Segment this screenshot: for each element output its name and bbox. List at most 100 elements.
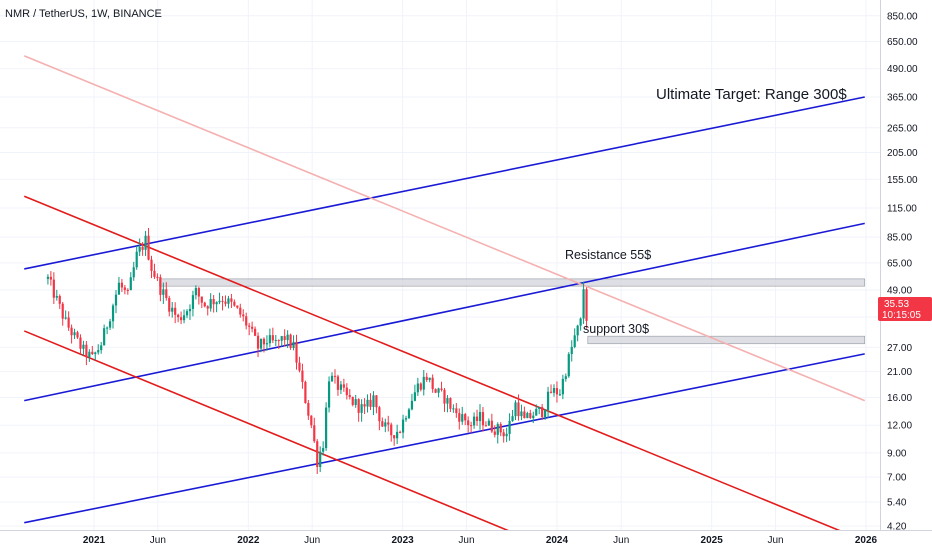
candle: [206, 305, 209, 316]
candle: [446, 395, 449, 413]
zone-layer: [159, 278, 866, 345]
candle: [162, 282, 165, 304]
candle: [526, 411, 529, 419]
price-tick-label: 115.00: [887, 203, 917, 214]
candle: [404, 415, 408, 422]
candle: [369, 393, 372, 411]
time-tick-label: 2022: [237, 535, 260, 546]
candle: [147, 227, 150, 261]
candle-layer: [46, 227, 588, 475]
candle: [327, 376, 331, 413]
candle: [496, 422, 499, 444]
candle: [171, 302, 174, 318]
candle: [330, 372, 334, 382]
price-tick-label: 4.20: [887, 522, 907, 533]
candle: [67, 311, 70, 331]
candle: [114, 290, 118, 314]
candle: [64, 310, 67, 320]
candle: [393, 434, 396, 446]
candle: [268, 328, 271, 348]
candle: [434, 388, 437, 394]
candle: [245, 312, 248, 330]
candle: [354, 394, 357, 408]
candle: [298, 356, 301, 373]
candle: [401, 414, 405, 439]
candle: [200, 296, 203, 309]
candle: [552, 384, 556, 397]
candle: [555, 381, 559, 403]
candle: [502, 429, 505, 443]
grid: [0, 0, 880, 530]
candle: [437, 387, 440, 398]
candle: [307, 400, 310, 420]
candle: [564, 373, 567, 382]
annotation-layer: Ultimate Target: Range 300$ Resistance 5…: [565, 86, 847, 336]
time-tick-label: 2025: [701, 535, 724, 546]
candle: [153, 263, 156, 279]
price-axis-background: [880, 0, 932, 550]
candle: [177, 313, 180, 323]
blue-channel-middle: [24, 222, 865, 402]
candle: [256, 332, 260, 358]
last-price-countdown: 10:15:05: [882, 310, 921, 321]
candle: [262, 337, 266, 353]
price-tick-label: 365.00: [887, 93, 918, 104]
candle: [523, 406, 526, 419]
candle: [342, 378, 345, 392]
candle: [209, 293, 212, 312]
candle: [280, 335, 283, 347]
candle: [579, 317, 582, 331]
candle: [138, 238, 141, 257]
candle: [117, 276, 121, 295]
candle: [419, 382, 422, 392]
candle: [295, 334, 298, 370]
candle: [135, 245, 138, 270]
price-tick-label: 9.00: [887, 448, 907, 459]
candle: [372, 391, 375, 416]
candle: [558, 389, 562, 396]
candle: [85, 341, 88, 366]
support-zone: [587, 335, 866, 345]
candle: [319, 446, 322, 473]
candle: [111, 303, 115, 329]
time-tick-label: 2024: [546, 535, 569, 546]
price-tick-label: 650.00: [887, 37, 918, 48]
candle: [546, 386, 550, 419]
candle: [322, 441, 325, 456]
candle: [277, 339, 280, 349]
price-tick-label: 65.00: [887, 258, 912, 269]
price-tick-label: 850.00: [887, 11, 918, 22]
candle: [538, 406, 541, 415]
annotation-ultimate-target: Ultimate Target: Range 300$: [656, 86, 847, 103]
candle: [212, 295, 215, 313]
candle: [301, 363, 304, 389]
candle: [141, 241, 144, 256]
candle: [316, 439, 319, 475]
candle: [304, 380, 307, 404]
annotation-support: support 30$: [583, 322, 649, 336]
candle: [440, 381, 443, 392]
candle: [398, 430, 402, 434]
candle: [413, 384, 416, 402]
price-tick-label: 85.00: [887, 233, 912, 244]
candle: [91, 345, 94, 355]
time-axis[interactable]: 2021 Jun 2022 Jun 2023 Jun 2024 Jun 2025 Jun 2026: [0, 530, 932, 550]
candle: [79, 334, 82, 354]
price-axis[interactable]: 1100.00850.00650.00490.00365.00265.00205…: [880, 0, 932, 550]
candle: [336, 374, 340, 396]
candle: [218, 292, 221, 305]
price-tick-label: 21.00: [887, 367, 912, 378]
candle: [487, 418, 490, 427]
candle: [481, 407, 485, 432]
candle: [259, 338, 263, 353]
candle: [472, 412, 476, 429]
candle: [191, 290, 195, 317]
candle: [292, 335, 295, 351]
candle: [174, 302, 177, 324]
candle: [461, 406, 464, 425]
candle: [576, 324, 579, 342]
candle: [215, 301, 218, 313]
candle: [410, 393, 414, 411]
